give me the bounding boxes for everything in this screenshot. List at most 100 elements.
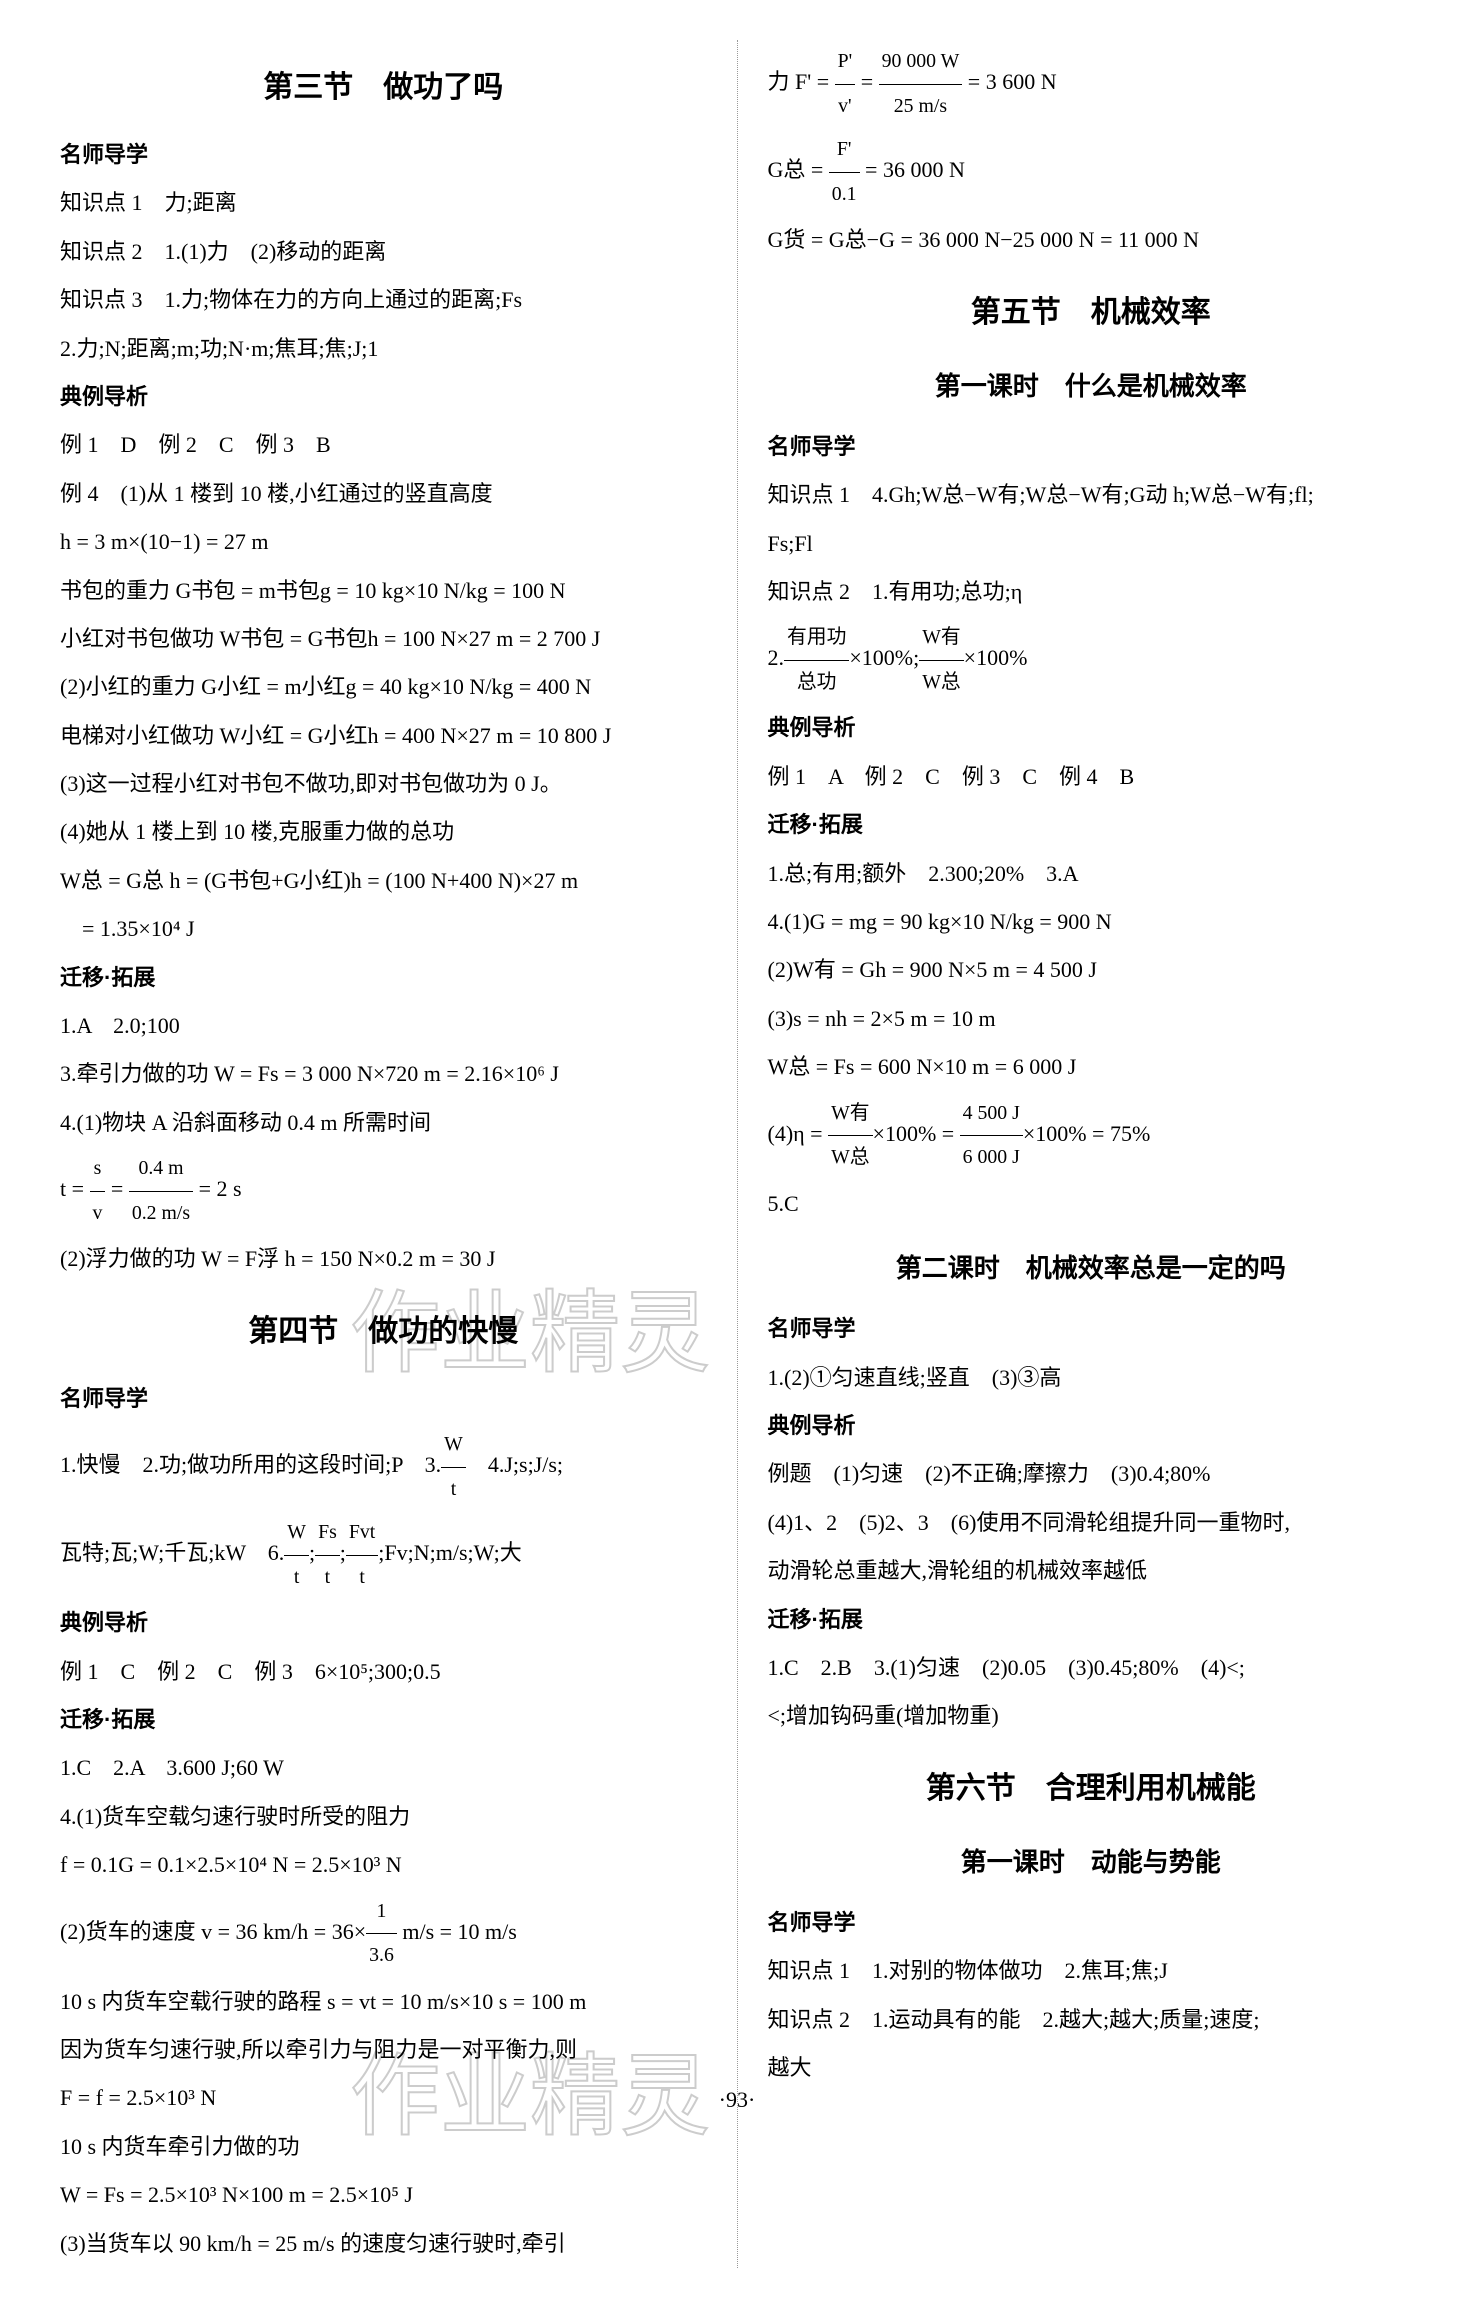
text: (2)货车的速度 v = 36 km/h = 36× <box>60 1919 366 1944</box>
text: 瓦特;瓦;W;千瓦;kW 6. <box>60 1540 284 1565</box>
example-answer: (4)1、2 (5)2、3 (6)使用不同滑轮组提升同一重物时, <box>768 1499 1415 1547</box>
fraction: Fst <box>315 1511 340 1599</box>
fraction: 4 500 J6 000 J <box>960 1092 1023 1180</box>
example-work: 书包的重力 G书包 = m书包g = 10 kg×10 N/kg = 100 N <box>60 567 707 615</box>
continuation: G总 = F'0.1 = 36 000 N <box>768 128 1415 216</box>
denominator: 0.2 m/s <box>129 1192 193 1236</box>
denominator: t <box>346 1556 378 1600</box>
fraction: 90 000 W25 m/s <box>879 40 963 128</box>
transfer-answer: t = sv = 0.4 m0.2 m/s = 2 s <box>60 1147 707 1235</box>
knowledge-point: 瓦特;瓦;W;千瓦;kW 6.Wt;Fst;Fvtt;Fv;N;m/s;W;大 <box>60 1511 707 1599</box>
transfer-answer: W = Fs = 2.5×10³ N×100 m = 2.5×10⁵ J <box>60 2171 707 2219</box>
numerator: 0.4 m <box>129 1147 193 1192</box>
transfer-answer: 4.(1)G = mg = 90 kg×10 N/kg = 900 N <box>768 898 1415 946</box>
examples-heading: 典例导析 <box>768 1402 1415 1450</box>
text: = 2 s <box>193 1176 241 1201</box>
fraction: 13.6 <box>366 1890 397 1978</box>
fraction: Fvtt <box>346 1511 378 1599</box>
denominator: t <box>441 1468 466 1512</box>
text: = 36 000 N <box>860 157 965 182</box>
fraction: W有W总 <box>919 616 963 704</box>
fraction: sv <box>90 1147 106 1235</box>
knowledge-point: 2.力;N;距离;m;功;N·m;焦耳;焦;J;1 <box>60 325 707 373</box>
teacher-guide-heading: 名师导学 <box>60 1375 707 1423</box>
text: 1.快慢 2.功;做功所用的这段时间;P 3. <box>60 1452 441 1477</box>
page-number: ·93· <box>719 2087 756 2113</box>
transfer-answer: (3)当货车以 90 km/h = 25 m/s 的速度匀速行驶时,牵引 <box>60 2220 707 2268</box>
left-column: 第三节 做功了吗 名师导学 知识点 1 力;距离 知识点 2 1.(1)力 (2… <box>60 40 707 2268</box>
knowledge-point: 知识点 2 1.有用功;总功;η <box>768 568 1415 616</box>
transfer-answer: 4.(1)物块 A 沿斜面移动 0.4 m 所需时间 <box>60 1099 707 1147</box>
fraction: Wt <box>284 1511 309 1599</box>
knowledge-point: 知识点 1 力;距离 <box>60 179 707 227</box>
knowledge-point: 知识点 1 4.Gh;W总−W有;W总−W有;G动 h;W总−W有;fl; <box>768 471 1415 519</box>
teacher-guide-heading: 名师导学 <box>768 1899 1415 1947</box>
denominator: 6 000 J <box>960 1136 1023 1180</box>
denominator: v <box>90 1192 106 1236</box>
example-answer: 动滑轮总重越大,滑轮组的机械效率越低 <box>768 1547 1415 1595</box>
fraction: 有用功总功 <box>784 616 849 704</box>
transfer-answer: (3)s = nh = 2×5 m = 10 m <box>768 995 1415 1043</box>
transfer-heading: 迁移·拓展 <box>768 1596 1415 1644</box>
denominator: 0.1 <box>829 173 860 217</box>
text: ×100% = <box>873 1121 960 1146</box>
numerator: 1 <box>366 1890 397 1935</box>
transfer-answer: 1.C 2.A 3.600 J;60 W <box>60 1744 707 1792</box>
numerator: Fvt <box>346 1511 378 1556</box>
teacher-guide-heading: 名师导学 <box>60 131 707 179</box>
text: 4.J;s;J/s; <box>466 1452 563 1477</box>
numerator: W有 <box>919 616 963 661</box>
numerator: 4 500 J <box>960 1092 1023 1137</box>
transfer-answer: 1.C 2.B 3.(1)匀速 (2)0.05 (3)0.45;80% (4)<… <box>768 1644 1415 1692</box>
column-divider <box>737 40 738 2268</box>
section5-title: 第五节 机械效率 <box>768 280 1415 346</box>
example-work: W总 = G总 h = (G书包+G小红)h = (100 N+400 N)×2… <box>60 857 707 905</box>
lesson2-title: 第二课时 机械效率总是一定的吗 <box>768 1240 1415 1297</box>
example-answer: 例题 (1)匀速 (2)不正确;摩擦力 (3)0.4;80% <box>768 1450 1415 1498</box>
continuation: 力 F' = P'v' = 90 000 W25 m/s = 3 600 N <box>768 40 1415 128</box>
right-column: 力 F' = P'v' = 90 000 W25 m/s = 3 600 N G… <box>768 40 1415 2268</box>
denominator: 3.6 <box>366 1934 397 1978</box>
example-work: = 1.35×10⁴ J <box>60 905 707 953</box>
transfer-answer: W总 = Fs = 600 N×10 m = 6 000 J <box>768 1043 1415 1091</box>
numerator: P' <box>835 40 856 85</box>
teacher-guide-heading: 名师导学 <box>768 423 1415 471</box>
denominator: v' <box>835 85 856 129</box>
numerator: W有 <box>828 1092 872 1137</box>
transfer-answer: 10 s 内货车空载行驶的路程 s = vt = 10 m/s×10 s = 1… <box>60 1978 707 2026</box>
denominator: t <box>315 1556 340 1600</box>
transfer-answer: f = 0.1G = 0.1×2.5×10⁴ N = 2.5×10³ N <box>60 1841 707 1889</box>
fraction: P'v' <box>835 40 856 128</box>
example-work: 小红对书包做功 W书包 = G书包h = 100 N×27 m = 2 700 … <box>60 615 707 663</box>
lesson1-title: 第一课时 什么是机械效率 <box>768 358 1415 415</box>
transfer-answer: 1.总;有用;额外 2.300;20% 3.A <box>768 850 1415 898</box>
denominator: W总 <box>919 661 963 705</box>
example-work: (3)这一过程小红对书包不做功,即对书包做功为 0 J。 <box>60 760 707 808</box>
knowledge-point: 知识点 2 1.运动具有的能 2.越大;越大;质量;速度; <box>768 1996 1415 2044</box>
text: t = <box>60 1176 90 1201</box>
example-work: 例 4 (1)从 1 楼到 10 楼,小红通过的竖直高度 <box>60 470 707 518</box>
example-work: (2)小红的重力 G小红 = m小红g = 40 kg×10 N/kg = 40… <box>60 663 707 711</box>
transfer-answer: (2)货车的速度 v = 36 km/h = 36×13.6 m/s = 10 … <box>60 1890 707 1978</box>
transfer-heading: 迁移·拓展 <box>768 801 1415 849</box>
transfer-answer: 10 s 内货车牵引力做的功 <box>60 2123 707 2171</box>
text: ×100%; <box>849 645 919 670</box>
knowledge-point: 1.快慢 2.功;做功所用的这段时间;P 3.Wt 4.J;s;J/s; <box>60 1423 707 1511</box>
text: ×100% <box>964 645 1028 670</box>
transfer-answer: 3.牵引力做的功 W = Fs = 3 000 N×720 m = 2.16×1… <box>60 1050 707 1098</box>
continuation: G货 = G总−G = 36 000 N−25 000 N = 11 000 N <box>768 216 1415 264</box>
text: ×100% = 75% <box>1023 1121 1150 1146</box>
numerator: 有用功 <box>784 616 849 661</box>
transfer-answer: 1.A 2.0;100 <box>60 1002 707 1050</box>
text: = <box>855 69 878 94</box>
examples-heading: 典例导析 <box>60 373 707 421</box>
examples-heading: 典例导析 <box>768 704 1415 752</box>
knowledge-point: 知识点 3 1.力;物体在力的方向上通过的距离;Fs <box>60 276 707 324</box>
transfer-answer: 4.(1)货车空载匀速行驶时所受的阻力 <box>60 1793 707 1841</box>
denominator: 总功 <box>784 661 849 705</box>
fraction: W有W总 <box>828 1092 872 1180</box>
knowledge-point: 2.有用功总功×100%;W有W总×100% <box>768 616 1415 704</box>
text: (4)η = <box>768 1121 829 1146</box>
knowledge-point: Fs;Fl <box>768 520 1415 568</box>
text: 力 F' = <box>768 69 835 94</box>
